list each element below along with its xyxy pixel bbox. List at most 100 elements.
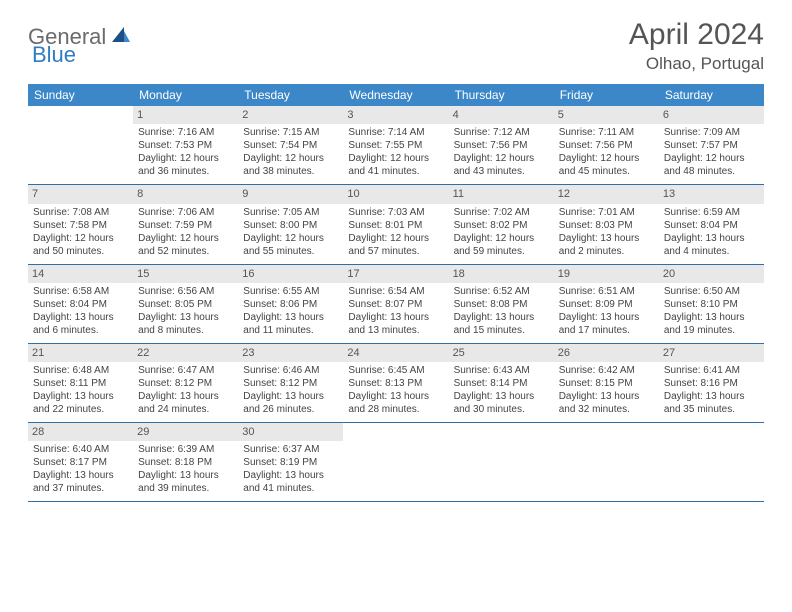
day-cell: 4Sunrise: 7:12 AMSunset: 7:56 PMDaylight… bbox=[449, 106, 554, 184]
day-details: Sunrise: 6:56 AMSunset: 8:05 PMDaylight:… bbox=[137, 285, 234, 337]
week-row: 1 Sunrise: 7:16 AMSunset: 7:53 PMDaylight… bbox=[28, 106, 764, 185]
day-details: Sunrise: 6:51 AMSunset: 8:09 PMDaylight:… bbox=[558, 285, 655, 337]
day-cell: 23 Sunrise: 6:46 AMSunset: 8:12 PMDayligh… bbox=[238, 344, 343, 422]
day-details: Sunrise: 6:59 AMSunset: 8:04 PMDaylight:… bbox=[663, 206, 760, 258]
day-number: 6 bbox=[659, 106, 764, 124]
day-cell: 25 Sunrise: 6:43 AMSunset: 8:14 PMDayligh… bbox=[449, 344, 554, 422]
day-cell: 9Sunrise: 7:05 AMSunset: 8:00 PMDaylight… bbox=[238, 185, 343, 263]
day-number: 28 bbox=[28, 423, 133, 441]
day-details: Sunrise: 7:03 AMSunset: 8:01 PMDaylight:… bbox=[347, 206, 444, 258]
calendar-grid: Sunday Monday Tuesday Wednesday Thursday… bbox=[28, 84, 764, 502]
day-details: Sunrise: 6:48 AMSunset: 8:11 PMDaylight:… bbox=[32, 364, 129, 416]
dow-tue: Tuesday bbox=[238, 84, 343, 106]
day-details: Sunrise: 6:46 AMSunset: 8:12 PMDaylight:… bbox=[242, 364, 339, 416]
day-cell: 10 Sunrise: 7:03 AMSunset: 8:01 PMDayligh… bbox=[343, 185, 448, 263]
day-details: Sunrise: 7:05 AMSunset: 8:00 PMDaylight:… bbox=[242, 206, 339, 258]
day-cell: 11Sunrise: 7:02 AMSunset: 8:02 PMDayligh… bbox=[449, 185, 554, 263]
day-details: Sunrise: 6:41 AMSunset: 8:16 PMDaylight:… bbox=[663, 364, 760, 416]
day-number: 21 bbox=[28, 344, 133, 362]
day-cell: 6 Sunrise: 7:09 AMSunset: 7:57 PMDaylight… bbox=[659, 106, 764, 184]
day-details: Sunrise: 7:16 AMSunset: 7:53 PMDaylight:… bbox=[137, 126, 234, 178]
dow-wed: Wednesday bbox=[343, 84, 448, 106]
day-number: 24 bbox=[343, 344, 448, 362]
day-number: 10 bbox=[343, 185, 448, 203]
day-number: 7 bbox=[28, 185, 133, 203]
day-cell: 20 Sunrise: 6:50 AMSunset: 8:10 PMDayligh… bbox=[659, 265, 764, 343]
day-cell: 24 Sunrise: 6:45 AMSunset: 8:13 PMDayligh… bbox=[343, 344, 448, 422]
day-details: Sunrise: 7:08 AMSunset: 7:58 PMDaylight:… bbox=[32, 206, 129, 258]
day-number: 20 bbox=[659, 265, 764, 283]
brand-part2: Blue bbox=[32, 42, 76, 68]
day-number: 17 bbox=[343, 265, 448, 283]
day-number: 14 bbox=[28, 265, 133, 283]
day-details: Sunrise: 6:43 AMSunset: 8:14 PMDaylight:… bbox=[453, 364, 550, 416]
day-number: 12 bbox=[554, 185, 659, 203]
day-cell: 17 Sunrise: 6:54 AMSunset: 8:07 PMDayligh… bbox=[343, 265, 448, 343]
day-details: Sunrise: 6:42 AMSunset: 8:15 PMDaylight:… bbox=[558, 364, 655, 416]
weeks-container: 1 Sunrise: 7:16 AMSunset: 7:53 PMDaylight… bbox=[28, 106, 764, 502]
day-cell: 21 Sunrise: 6:48 AMSunset: 8:11 PMDayligh… bbox=[28, 344, 133, 422]
day-number: 1 bbox=[133, 106, 238, 124]
day-cell: 8 Sunrise: 7:06 AMSunset: 7:59 PMDaylight… bbox=[133, 185, 238, 263]
day-cell: 28Sunrise: 6:40 AMSunset: 8:17 PMDayligh… bbox=[28, 423, 133, 501]
day-number: 29 bbox=[133, 423, 238, 441]
dow-fri: Friday bbox=[554, 84, 659, 106]
day-details: Sunrise: 6:45 AMSunset: 8:13 PMDaylight:… bbox=[347, 364, 444, 416]
day-cell: 14 Sunrise: 6:58 AMSunset: 8:04 PMDayligh… bbox=[28, 265, 133, 343]
dow-thu: Thursday bbox=[449, 84, 554, 106]
day-number: 22 bbox=[133, 344, 238, 362]
day-cell bbox=[449, 423, 554, 501]
day-cell: 12 Sunrise: 7:01 AMSunset: 8:03 PMDayligh… bbox=[554, 185, 659, 263]
brand-sail-icon bbox=[110, 25, 132, 50]
day-details: Sunrise: 6:39 AMSunset: 8:18 PMDaylight:… bbox=[137, 443, 234, 495]
day-cell: 19 Sunrise: 6:51 AMSunset: 8:09 PMDayligh… bbox=[554, 265, 659, 343]
week-row: 21 Sunrise: 6:48 AMSunset: 8:11 PMDayligh… bbox=[28, 344, 764, 423]
day-number: 23 bbox=[238, 344, 343, 362]
day-cell: 7 Sunrise: 7:08 AMSunset: 7:58 PMDaylight… bbox=[28, 185, 133, 263]
day-cell bbox=[28, 106, 133, 184]
dow-header-row: Sunday Monday Tuesday Wednesday Thursday… bbox=[28, 84, 764, 106]
dow-mon: Monday bbox=[133, 84, 238, 106]
day-number: 18 bbox=[449, 265, 554, 283]
day-details: Sunrise: 7:09 AMSunset: 7:57 PMDaylight:… bbox=[663, 126, 760, 178]
day-cell: 1 Sunrise: 7:16 AMSunset: 7:53 PMDaylight… bbox=[133, 106, 238, 184]
brand-line2: Blue bbox=[32, 36, 76, 68]
day-cell: 29 Sunrise: 6:39 AMSunset: 8:18 PMDayligh… bbox=[133, 423, 238, 501]
day-details: Sunrise: 6:52 AMSunset: 8:08 PMDaylight:… bbox=[453, 285, 550, 337]
day-details: Sunrise: 6:54 AMSunset: 8:07 PMDaylight:… bbox=[347, 285, 444, 337]
day-cell bbox=[659, 423, 764, 501]
day-cell: 2Sunrise: 7:15 AMSunset: 7:54 PMDaylight… bbox=[238, 106, 343, 184]
day-cell: 3Sunrise: 7:14 AMSunset: 7:55 PMDaylight… bbox=[343, 106, 448, 184]
day-cell: 26Sunrise: 6:42 AMSunset: 8:15 PMDayligh… bbox=[554, 344, 659, 422]
day-number: 8 bbox=[133, 185, 238, 203]
day-details: Sunrise: 7:11 AMSunset: 7:56 PMDaylight:… bbox=[558, 126, 655, 178]
header: General April 2024 Olhao, Portugal bbox=[28, 18, 764, 74]
title-block: April 2024 Olhao, Portugal bbox=[629, 18, 764, 74]
day-details: Sunrise: 7:06 AMSunset: 7:59 PMDaylight:… bbox=[137, 206, 234, 258]
day-details: Sunrise: 6:50 AMSunset: 8:10 PMDaylight:… bbox=[663, 285, 760, 337]
day-number: 15 bbox=[133, 265, 238, 283]
day-details: Sunrise: 6:37 AMSunset: 8:19 PMDaylight:… bbox=[242, 443, 339, 495]
day-details: Sunrise: 7:15 AMSunset: 7:54 PMDaylight:… bbox=[242, 126, 339, 178]
day-details: Sunrise: 7:14 AMSunset: 7:55 PMDaylight:… bbox=[347, 126, 444, 178]
day-number: 4 bbox=[449, 106, 554, 124]
day-cell: 13 Sunrise: 6:59 AMSunset: 8:04 PMDayligh… bbox=[659, 185, 764, 263]
dow-sat: Saturday bbox=[659, 84, 764, 106]
day-cell: 30 Sunrise: 6:37 AMSunset: 8:19 PMDayligh… bbox=[238, 423, 343, 501]
day-number: 25 bbox=[449, 344, 554, 362]
day-number: 19 bbox=[554, 265, 659, 283]
day-details: Sunrise: 7:01 AMSunset: 8:03 PMDaylight:… bbox=[558, 206, 655, 258]
day-cell: 18 Sunrise: 6:52 AMSunset: 8:08 PMDayligh… bbox=[449, 265, 554, 343]
location: Olhao, Portugal bbox=[629, 54, 764, 74]
week-row: 14 Sunrise: 6:58 AMSunset: 8:04 PMDayligh… bbox=[28, 265, 764, 344]
day-cell bbox=[343, 423, 448, 501]
calendar-page: General April 2024 Olhao, Portugal Blue … bbox=[0, 0, 792, 522]
week-row: 7 Sunrise: 7:08 AMSunset: 7:58 PMDaylight… bbox=[28, 185, 764, 264]
day-number: 30 bbox=[238, 423, 343, 441]
day-cell: 5Sunrise: 7:11 AMSunset: 7:56 PMDaylight… bbox=[554, 106, 659, 184]
day-number: 27 bbox=[659, 344, 764, 362]
day-number: 13 bbox=[659, 185, 764, 203]
day-number: 11 bbox=[449, 185, 554, 203]
day-cell: 27 Sunrise: 6:41 AMSunset: 8:16 PMDayligh… bbox=[659, 344, 764, 422]
day-details: Sunrise: 6:58 AMSunset: 8:04 PMDaylight:… bbox=[32, 285, 129, 337]
